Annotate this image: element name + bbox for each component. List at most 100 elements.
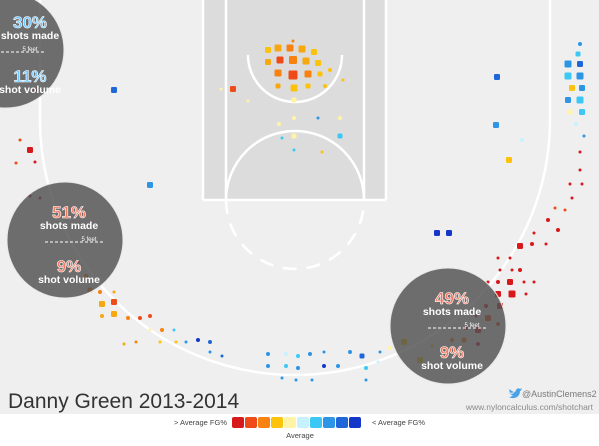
- shot-marker: [112, 290, 116, 294]
- shot-marker: [530, 242, 534, 246]
- callout-bubble: [389, 267, 507, 385]
- callout-made-label: shots made: [40, 220, 99, 232]
- shot-marker: [14, 161, 18, 165]
- shot-marker: [292, 116, 296, 120]
- shot-marker: [315, 60, 321, 66]
- shot-marker: [578, 150, 582, 154]
- shot-marker: [337, 133, 343, 139]
- shot-marker: [289, 56, 297, 64]
- shot-marker: [376, 360, 380, 364]
- shot-marker: [275, 83, 281, 89]
- shot-marker: [288, 70, 298, 80]
- shot-marker: [338, 116, 342, 120]
- legend-swatch: [258, 417, 270, 428]
- shot-marker: [294, 378, 298, 382]
- shot-marker: [564, 60, 572, 68]
- callout-made-value: 30%: [13, 13, 47, 32]
- free-throw-circle-top: [224, 199, 366, 271]
- shot-marker: [496, 256, 500, 260]
- shot-marker: [364, 378, 368, 382]
- shot-marker: [517, 243, 523, 249]
- callout-right-wing-3: 49%shots made 5 feet 9%shot volume: [389, 267, 507, 385]
- callout-ft-label: 5 feet: [22, 47, 37, 53]
- shot-marker: [111, 299, 117, 305]
- shot-marker: [579, 85, 585, 91]
- callout-left-corner-3: 30%shots made 5 feet 11%shot volume: [0, 0, 65, 109]
- shot-marker: [565, 97, 571, 103]
- shot-marker: [99, 301, 105, 307]
- shot-marker: [122, 342, 126, 346]
- callout-volume-label: shot volume: [0, 84, 61, 96]
- shot-marker: [98, 290, 102, 294]
- shot-marker: [508, 290, 516, 298]
- shot-marker: [316, 116, 320, 120]
- shot-marker: [296, 366, 300, 370]
- shot-marker: [520, 138, 524, 142]
- shot-marker: [308, 352, 312, 356]
- shot-marker: [378, 350, 382, 354]
- chart-title: Danny Green 2013-2014: [8, 390, 239, 413]
- callout-ft-label: 5 feet: [464, 323, 479, 329]
- shot-marker: [582, 134, 586, 138]
- shot-marker: [532, 231, 536, 235]
- shot-marker: [574, 122, 578, 126]
- shot-marker: [388, 346, 392, 350]
- shot-marker: [564, 72, 572, 80]
- shot-marker: [323, 84, 327, 88]
- shot-marker: [33, 160, 37, 164]
- shot-marker: [328, 68, 332, 72]
- shot-marker: [280, 376, 284, 380]
- legend-swatch: [323, 417, 335, 428]
- shot-marker: [277, 122, 281, 126]
- legend-swatch: [271, 417, 283, 428]
- shot-marker: [305, 83, 311, 89]
- shot-marker: [111, 87, 117, 93]
- shot-marker: [280, 136, 284, 140]
- shot-marker: [563, 208, 567, 212]
- callout-volume-value: 11%: [13, 67, 46, 86]
- shot-marker: [577, 61, 583, 67]
- shot-marker: [576, 72, 584, 80]
- shot-marker: [126, 316, 130, 320]
- callout-volume-label: shot volume: [421, 360, 483, 372]
- shot-marker: [196, 338, 200, 342]
- legend-swatch: [336, 417, 348, 428]
- shot-marker: [579, 109, 585, 115]
- legend-swatch: [245, 417, 257, 428]
- shot-marker: [160, 328, 164, 332]
- shot-marker: [578, 168, 582, 172]
- shot-marker: [296, 354, 300, 358]
- legend-high-label: > Average FG%: [174, 418, 227, 427]
- shot-marker: [138, 316, 142, 320]
- shot-marker: [208, 340, 212, 344]
- callout-made-label: shots made: [423, 306, 482, 318]
- shot-marker: [276, 56, 284, 64]
- shot-marker: [266, 364, 270, 368]
- shot-marker: [556, 228, 560, 232]
- shot-marker: [284, 352, 288, 356]
- shot-marker: [446, 230, 452, 236]
- shot-marker: [493, 122, 499, 128]
- shot-marker: [569, 85, 575, 91]
- credit-url: www.nyloncalculus.com/shotchart: [465, 402, 594, 412]
- shot-marker: [575, 51, 581, 57]
- shot-marker: [266, 352, 270, 356]
- shot-marker: [320, 150, 324, 154]
- callout-volume-value: 9%: [440, 343, 465, 362]
- callout-bubble: [6, 181, 124, 299]
- shot-marker: [292, 148, 296, 152]
- shot-marker: [172, 328, 176, 332]
- shot-marker: [290, 84, 298, 92]
- shot-marker: [111, 311, 117, 317]
- shot-marker: [546, 218, 550, 222]
- shot-marker: [134, 340, 138, 344]
- free-throw-circle-bottom: [224, 129, 366, 201]
- shot-marker: [510, 268, 514, 272]
- callout-ft-label: 5 feet: [81, 237, 96, 243]
- shot-marker: [568, 182, 572, 186]
- shot-marker: [348, 350, 352, 354]
- callout-made-value: 51%: [52, 203, 86, 222]
- shot-marker: [27, 147, 33, 153]
- callout-bubble: [0, 0, 65, 109]
